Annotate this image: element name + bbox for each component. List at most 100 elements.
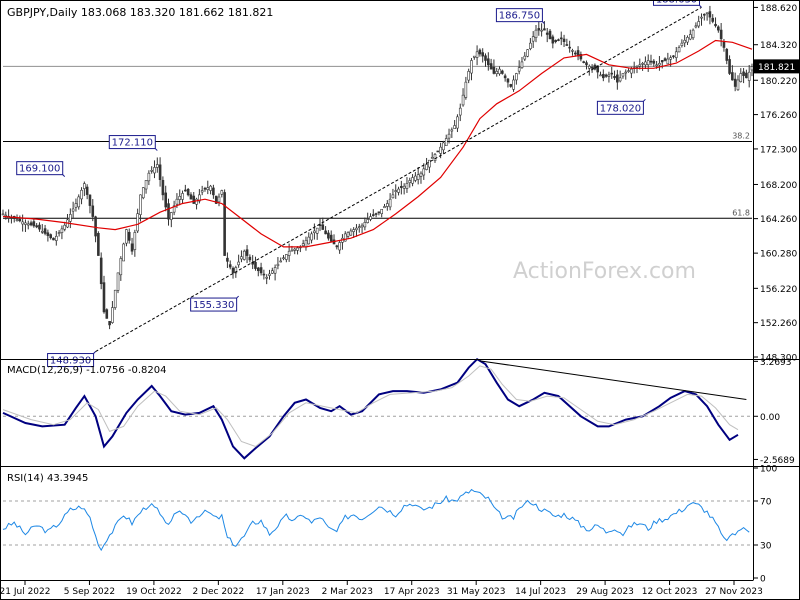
price-annotation-label: 155.330 [193, 300, 234, 311]
candle-body [686, 37, 689, 43]
candle-body [271, 270, 274, 274]
candle-body [487, 58, 490, 66]
candle-body [158, 164, 162, 180]
candle-body [646, 60, 650, 66]
macd-y-tick-label: -2.5689 [760, 456, 795, 466]
candle-body [658, 63, 661, 66]
price-panel: 188.620 184.320 180.220 176.260 172.300 168.2… [1, 0, 799, 368]
candle-body [254, 261, 257, 269]
rsi-panel: 100 70 30 0 [2, 465, 777, 585]
candle-body [97, 233, 100, 256]
candle-body [666, 58, 670, 65]
candle-body [557, 39, 560, 41]
candle-body [369, 216, 372, 220]
candle-body [240, 256, 243, 260]
candle-body [214, 195, 218, 204]
candle-body [543, 28, 546, 31]
price-y-tick-label: 172.300 [760, 145, 797, 155]
candle-body [422, 168, 426, 176]
candle-body [184, 189, 187, 192]
trendline [95, 6, 702, 352]
candle-body [327, 232, 330, 239]
candle-body [405, 183, 409, 189]
macd-title: MACD(12,26,9) -1.0756 -0.8204 [7, 365, 167, 376]
candle-body [178, 196, 182, 200]
candle-body [231, 267, 235, 274]
candle-body [296, 247, 299, 251]
candle-body [71, 208, 75, 212]
candle-body [731, 72, 734, 81]
price-annotation-box [190, 297, 238, 312]
price-y-tick-label: 188.620 [760, 4, 797, 14]
candle-body [349, 230, 353, 236]
candle-body [641, 63, 644, 65]
candle-body [599, 74, 602, 77]
candle-body [4, 214, 8, 217]
price-y-tick-label: 156.220 [760, 285, 797, 295]
candle-body [624, 71, 628, 74]
candle-body [237, 261, 240, 266]
candle-body [377, 211, 381, 214]
price-annotation-pointer [699, 4, 702, 8]
candle-body [343, 233, 347, 242]
candle-body [338, 242, 341, 251]
candle-body [739, 73, 743, 82]
candle-body [357, 226, 361, 228]
candle-body [602, 74, 605, 79]
price-annotation-label: 148.930 [50, 356, 91, 367]
candle-body [226, 257, 229, 262]
candle-body [26, 223, 30, 226]
candle-body [186, 189, 190, 196]
candle-body [613, 75, 616, 79]
candle-body [456, 116, 459, 129]
candle-body [102, 282, 106, 313]
candle-body [442, 142, 445, 151]
price-annotation-label: 188.630 [656, 0, 697, 5]
candle-body [268, 273, 271, 276]
candle-body [408, 180, 412, 183]
x-tick-label: 12 Oct 2023 [642, 587, 698, 597]
candle-body [526, 49, 529, 57]
candle-body [745, 72, 748, 79]
candle-body [733, 78, 737, 87]
candle-body [139, 194, 142, 215]
candle-body [703, 13, 706, 16]
candle-body [40, 230, 44, 233]
candle-body [607, 74, 611, 77]
candle-body [43, 228, 47, 234]
candle-body [725, 48, 729, 61]
candle-body [531, 36, 535, 42]
candle-body [69, 214, 72, 222]
candle-body [85, 186, 89, 195]
candle-body [60, 228, 64, 233]
candle-body [388, 198, 392, 208]
candle-body [728, 59, 731, 74]
candle-body [46, 232, 50, 236]
price-annotation-label: 172.110 [112, 138, 153, 149]
candle-body [391, 194, 395, 199]
candle-body [161, 179, 165, 196]
candle-body [453, 125, 456, 129]
candle-body [433, 154, 437, 161]
price-y-tick-label: 180.220 [760, 77, 797, 87]
candle-body [304, 240, 308, 248]
price-y-tick-label: 184.320 [760, 41, 797, 51]
candle-body [638, 64, 642, 67]
price-annotation-pointer [154, 148, 158, 151]
price-annotation-box [47, 353, 95, 368]
price-annotation-pointer [236, 295, 239, 299]
candle-body [386, 203, 389, 207]
candle-body [501, 70, 504, 74]
candle-body [551, 36, 555, 44]
candle-body [329, 234, 333, 242]
candle-body [523, 55, 527, 60]
candle-body [736, 79, 740, 91]
candle-body [242, 250, 246, 260]
candle-body [35, 225, 38, 228]
candle-body [355, 227, 358, 231]
x-tick-label: 2 Dec 2022 [192, 587, 244, 597]
candle-body [512, 79, 515, 90]
macd-trendline [479, 360, 747, 400]
candle-body [346, 232, 350, 237]
candle-body [223, 192, 226, 256]
